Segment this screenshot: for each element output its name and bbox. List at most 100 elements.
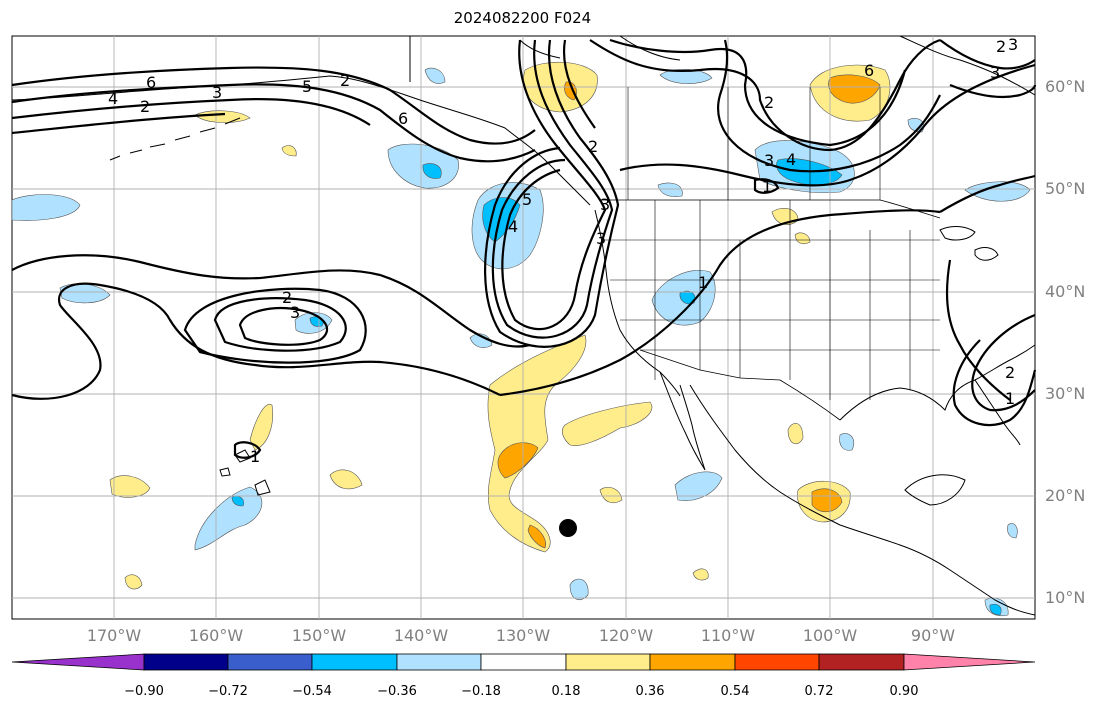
warm-core-mexico	[811, 488, 843, 513]
contour-label: 2	[140, 97, 150, 116]
contour-label: 2	[996, 37, 1006, 56]
canada-province-lines	[627, 87, 881, 200]
lat-label: 40°N	[1045, 282, 1086, 301]
us-mexico-border	[639, 349, 841, 421]
contour-gulf-3	[971, 313, 1036, 412]
contour-ridge-2	[609, 38, 907, 147]
cool-core-small-8	[989, 603, 1002, 616]
contour-east	[939, 174, 1036, 213]
contour-label: 3	[596, 229, 606, 248]
lon-label: 150°W	[291, 626, 347, 645]
graticule	[12, 36, 1035, 619]
warm-area-small-1	[329, 469, 363, 490]
colorbar-tick-label: −0.18	[461, 684, 501, 699]
contour-label: 6	[146, 73, 156, 92]
contour-label: 4	[786, 150, 796, 169]
contour-label: 2	[340, 71, 350, 90]
colorbar-segment	[396, 653, 482, 671]
contour-closed-low-1	[238, 307, 328, 346]
cool-area-pacific-1	[11, 194, 81, 221]
contour-label: 2	[1005, 363, 1015, 382]
colorbar-segment	[649, 653, 736, 671]
great-lakes	[939, 226, 999, 261]
warm-core-offshore-south	[527, 524, 546, 549]
lon-label: 120°W	[598, 626, 654, 645]
warm-core-north-bc	[564, 81, 577, 101]
storm-center-dot	[559, 519, 577, 537]
warm-area-small-7	[124, 574, 143, 590]
colorbar-tick-label: 0.72	[804, 684, 834, 699]
lon-label: 140°W	[393, 626, 449, 645]
colorbar-extend-high	[903, 653, 1036, 671]
colorbar-segment	[143, 653, 229, 671]
contour-label: 4	[508, 217, 518, 236]
contour-gulf-1	[945, 259, 1011, 401]
contour-ridge-3	[619, 63, 1036, 187]
colorbar-extend-low	[11, 653, 145, 671]
contour-southwest	[499, 209, 941, 397]
contour-ridge-4	[717, 39, 941, 173]
contour-ne-1	[939, 39, 1036, 70]
lat-label: 10°N	[1045, 588, 1086, 607]
contour-label: 1	[698, 273, 708, 292]
contour-label: 2	[764, 93, 774, 112]
contour-label: 3	[1008, 35, 1018, 54]
contour-alaska-2	[11, 83, 536, 163]
warm-area-gulf-ca	[561, 401, 653, 446]
contour-closed-low-2	[213, 297, 347, 352]
cool-core-gulf-ak	[422, 163, 442, 179]
contour-label: 5	[522, 190, 532, 209]
florida	[974, 379, 1021, 446]
mexico-west-coast	[689, 384, 1036, 616]
contour-midpac-2	[11, 282, 501, 400]
contour-lines	[11, 38, 1037, 459]
colorbar	[11, 653, 1036, 671]
colorbar-tick-label: 0.36	[635, 684, 665, 699]
contour-label: 5	[302, 77, 312, 96]
warm-area-small-9	[794, 232, 811, 245]
contour-ridge-1	[589, 38, 941, 152]
colorbar-segment	[565, 653, 651, 671]
lat-label: 60°N	[1045, 77, 1086, 96]
colorbar-segment	[734, 653, 820, 671]
contour-label: 3	[290, 303, 300, 322]
contour-label: 3	[600, 195, 610, 214]
contour-label: 4	[108, 89, 118, 108]
contour-trough-4	[562, 39, 596, 129]
contour-label: 2	[282, 288, 292, 307]
warm-area-offshore-baja	[487, 334, 587, 553]
cool-area-small-7	[839, 433, 855, 451]
contour-trough-3	[484, 39, 620, 348]
yucatan	[904, 474, 966, 506]
cool-area-small-4	[569, 578, 589, 601]
colorbar-tick-label: 0.54	[720, 684, 750, 699]
colorbar-tick-label: 0.18	[551, 684, 581, 699]
contour-alaska-1	[11, 66, 536, 145]
map-title: 2024082200 F024	[453, 9, 592, 27]
shaded-anomaly-fields	[11, 61, 1031, 617]
cool-area-small-5	[964, 181, 1031, 202]
contour-closed-low-3	[183, 287, 367, 364]
us-canada-border	[600, 199, 941, 219]
cool-area-hawaii	[194, 486, 263, 551]
contour-gulf-2	[952, 339, 1037, 427]
aleutian-islands	[109, 117, 241, 161]
lon-label: 100°W	[802, 626, 858, 645]
lat-label: 50°N	[1045, 179, 1086, 198]
colorbar-segment	[818, 653, 905, 671]
warm-area-small-6	[599, 487, 623, 503]
contour-mid-small	[753, 178, 780, 194]
warm-area-small-3	[281, 145, 297, 157]
baja-peninsula	[659, 371, 706, 471]
state-lines	[605, 200, 940, 400]
lon-label: 90°W	[910, 626, 956, 645]
contour-label: 1	[1005, 389, 1015, 408]
contour-label: 6	[864, 61, 874, 80]
lon-label: 110°W	[700, 626, 756, 645]
colorbar-segment	[480, 653, 567, 671]
contour-label: 6	[398, 109, 408, 128]
contour-ne-2	[949, 83, 1037, 99]
contour-trough-2	[491, 39, 614, 339]
us-west-coast	[594, 209, 681, 397]
